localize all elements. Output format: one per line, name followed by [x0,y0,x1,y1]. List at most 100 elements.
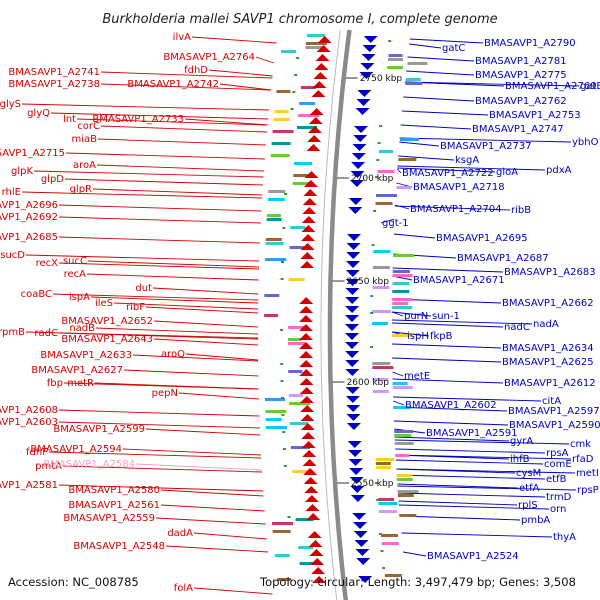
forward-gene-arrow [299,351,313,358]
right-gene-label: fkpB [430,331,453,342]
left-gene-label: metR [67,378,94,389]
right-gene-label: ksgA [455,155,479,166]
label-connector [256,57,274,63]
reverse-gene-arrow [347,414,361,421]
reverse-gene-arrow [345,306,359,313]
label-connector [101,126,267,132]
label-connector [97,165,264,171]
feature-strip [393,274,413,277]
reverse-gene-arrow [347,234,361,241]
gc-tick [376,159,379,161]
right-gene-label: BMASAVP1_A2718 [413,182,505,193]
left-gene-label: glpK [11,166,33,177]
feature-strip [264,294,279,297]
label-connector [146,429,260,435]
label-connector [395,449,545,453]
label-connector [409,44,441,48]
right-gene-label: BMASAVP1_A2591 [426,428,518,439]
label-connector [403,552,426,556]
gc-tick [378,142,381,144]
right-gene-label: BMASAVP1_A2687 [457,253,549,264]
feature-strip [392,302,408,305]
right-gene-label: BMASAVP1_A2662 [502,298,594,309]
feature-strip [376,462,391,465]
right-gene-label: BMASAVP1_A2625 [502,357,594,368]
right-gene-label: BMASAVP1_A2737 [440,141,532,152]
feature-strip [268,198,285,201]
reverse-gene-arrow [349,198,363,205]
label-connector [59,205,261,211]
feature-strip [373,266,390,269]
label-connector [153,288,258,294]
reverse-gene-arrow [351,162,365,169]
feature-strip [408,62,428,65]
label-connector [26,255,259,261]
forward-gene-arrow [300,378,314,385]
feature-strip [397,478,413,481]
gc-tick [282,414,285,416]
gc-tick [370,346,373,348]
label-connector [403,97,474,101]
left-gene-label: BMASAVP1_A2594 [30,444,122,455]
feature-strip [392,306,412,309]
right-gene-label: etfA [519,483,540,494]
gc-tick [291,108,294,110]
left-gene-label: BMASAVP1_A2633 [40,350,132,361]
left-gene-label: BMASAVP1_A2580 [68,485,160,496]
label-connector [161,505,265,511]
kbp-label: 2750 kbp [360,74,403,84]
label-connector [154,339,258,345]
feature-strip [372,310,391,313]
label-connector [392,344,501,348]
feature-strip [294,162,312,165]
left-gene-label: BMASAVP1_A2608 [0,405,58,416]
feature-strip [290,226,305,229]
right-gene-label: ispH [407,331,429,342]
forward-gene-arrow [309,540,323,547]
forward-gene-arrow [300,252,314,259]
right-gene-label: BMASAVP1_A2790 [484,38,576,49]
label-connector [166,546,268,552]
right-gene-label: pdxA [546,165,572,176]
feature-strip [393,270,410,273]
feature-strip [388,58,403,61]
right-gene-label: metE [404,371,430,382]
label-connector [408,57,474,61]
right-gene-label: ybhO [572,137,599,148]
feature-strip [395,442,414,445]
gc-tick [292,91,295,93]
reverse-gene-arrow [345,297,359,304]
label-connector [98,139,266,145]
gc-tick [373,210,376,212]
figure-title: Burkholderia mallei SAVP1 chromosome I, … [102,12,497,27]
feature-strip [382,542,399,545]
feature-strip [273,130,294,133]
left-gene-label: dut [135,283,152,294]
label-connector [395,205,409,209]
label-connector [401,533,552,537]
feature-strip [275,554,290,557]
left-gene-label: BMASAVP1_A2559 [63,513,155,524]
feature-strip [266,426,287,429]
right-gene-label: BMASAVP1_A2753 [489,110,581,121]
gc-tick [281,261,284,263]
gc-tick [382,567,385,569]
right-gene-label: gyrA [510,436,533,447]
forward-gene-arrow [299,360,313,367]
label-connector [194,533,267,539]
feature-strip [307,34,325,37]
forward-gene-arrow [310,558,324,565]
right-gene-label: BMASAVP1_A2671 [413,275,505,286]
forward-gene-arrow [304,477,318,484]
feature-strip [276,90,290,93]
label-connector [392,358,501,362]
feature-strip [394,430,413,433]
gc-tick [379,533,382,535]
left-gene-label: miaB [71,134,97,145]
left-gene-label: BMASAVP1_A2548 [73,541,165,552]
left-gene-label: fbp [47,378,63,389]
feature-strip [372,362,390,365]
genome-summary-text: Topology: circular; Length: 3,497,479 bp… [259,575,576,589]
left-gene-label: BMASAVP1_A2764 [163,52,255,63]
feature-strip [379,150,393,153]
